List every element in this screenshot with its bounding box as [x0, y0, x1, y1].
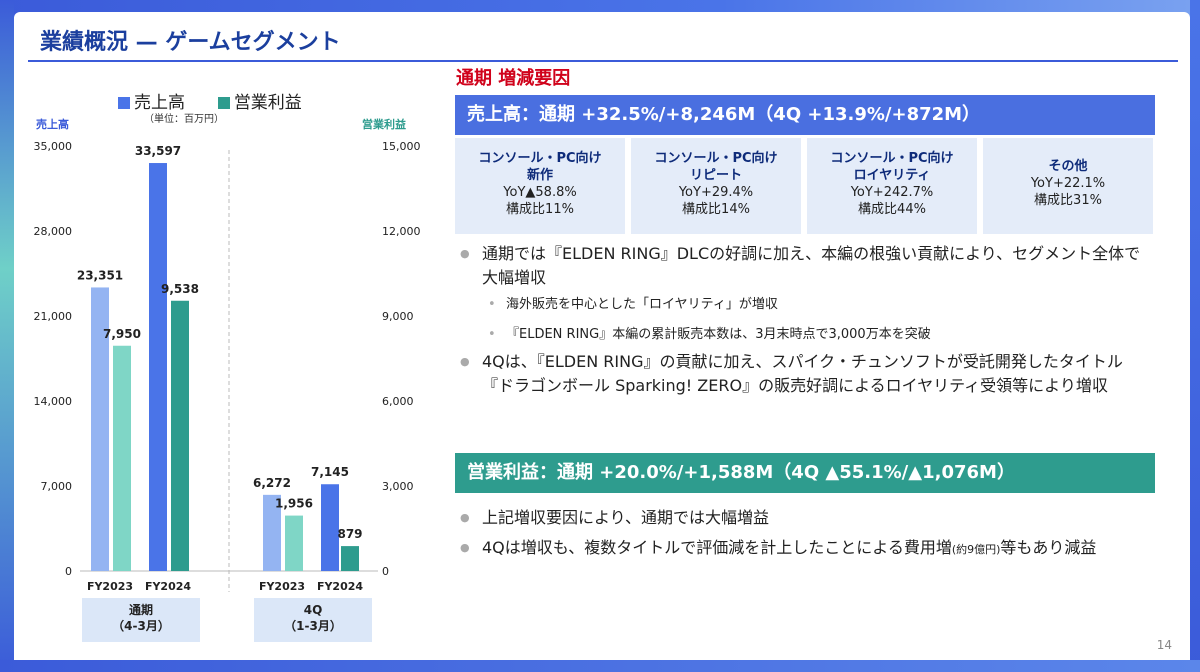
op-banner: 営業利益：通期 +20.0%/+1,588M（4Q ▲55.1%/▲1,076M…: [455, 453, 1155, 493]
title-rule: [28, 60, 1178, 62]
chart-legend: 売上高 営業利益: [118, 88, 302, 113]
card-royalty: コンソール・PC向け ロイヤリティ YoY+242.7% 構成比44%: [807, 138, 977, 234]
right-tick-label: 0: [382, 565, 389, 578]
op-bar: [171, 300, 189, 571]
sales-bar: [263, 494, 281, 571]
sales-bar: [91, 287, 109, 571]
sales-bullets: 通期では『ELDEN RING』DLCの好調に加え、本編の根強い貢献により、セグ…: [460, 242, 1150, 398]
right-tick-label: 12,000: [382, 225, 421, 238]
frame-right: [1190, 0, 1200, 672]
left-tick-label: 0: [65, 565, 72, 578]
op-data-label: 9,538: [161, 282, 199, 296]
frame-bottom: [0, 660, 1200, 672]
op-data-label: 879: [337, 527, 362, 541]
sales-data-label: 23,351: [77, 268, 123, 282]
factor-cards: コンソール・PC向け 新作 YoY▲58.8% 構成比11% コンソール・PC向け…: [455, 138, 1155, 234]
sales-bullet-1: 通期では『ELDEN RING』DLCの好調に加え、本編の根強い貢献により、セグ…: [460, 242, 1150, 290]
sales-sub-bullet-1: 海外販売を中心とした「ロイヤリティ」が増収: [460, 290, 1150, 320]
period-box-annual: 通期 （4-3月）: [82, 598, 200, 642]
op-data-label: 7,950: [103, 327, 141, 341]
bar-chart: 0 7,000 14,000 21,000 28,000 35,000 0 3,000 6,00…: [34, 140, 421, 593]
legend-sales: 売上高: [118, 93, 185, 113]
category-label: FY2024: [317, 580, 363, 593]
sales-banner: 売上高：通期 +32.5%/+8,246M（4Q +13.9%/+872M）: [455, 95, 1155, 135]
sales-bar: [321, 484, 339, 571]
left-axis-title: 売上高: [36, 118, 69, 131]
op-bar: [285, 515, 303, 571]
card-repeat: コンソール・PC向け リピート YoY+29.4% 構成比14%: [631, 138, 801, 234]
op-bar: [113, 345, 131, 571]
right-tick-label: 6,000: [382, 395, 414, 408]
right-axis-title: 営業利益: [362, 118, 406, 131]
page-number: 14: [1156, 638, 1172, 652]
left-tick-label: 28,000: [34, 225, 73, 238]
sales-sub-bullet-2: 『ELDEN RING』本編の累計販売本数は、3月末時点で3,000万本を突破: [460, 320, 1150, 350]
section-heading: 通期 増減要因: [456, 68, 571, 89]
sales-bullet-2: 4Qは、『ELDEN RING』の貢献に加え、スパイク・チュンソフトが受託開発し…: [460, 350, 1150, 398]
period-box-4q: 4Q （1-3月）: [254, 598, 372, 642]
unit-label: （単位：百万円）: [144, 114, 224, 125]
op-data-label: 1,956: [275, 497, 313, 511]
left-tick-label: 7,000: [41, 480, 73, 493]
card-other: その他 YoY+22.1% 構成比31%: [983, 138, 1153, 234]
op-bullet-1: 上記増収要因により、通期では大幅増益: [460, 506, 1150, 530]
category-label: FY2023: [259, 580, 305, 593]
right-tick-label: 15,000: [382, 140, 421, 153]
frame-left: [0, 0, 14, 672]
op-bullets: 上記増収要因により、通期では大幅増益 4Qは増収も、複数タイトルで評価減を計上し…: [460, 506, 1150, 562]
op-bar: [341, 546, 359, 571]
slide-title: 業績概況 — ゲームセグメント: [40, 30, 341, 55]
card-new-titles: コンソール・PC向け 新作 YoY▲58.8% 構成比11%: [455, 138, 625, 234]
left-tick-label: 14,000: [34, 395, 73, 408]
left-tick-label: 35,000: [34, 140, 73, 153]
sales-data-label: 6,272: [253, 476, 291, 490]
sales-data-label: 33,597: [135, 144, 181, 158]
sales-bar: [149, 163, 167, 571]
sales-data-label: 7,145: [311, 465, 349, 479]
left-tick-label: 21,000: [34, 310, 73, 323]
op-bullet-2: 4Qは増収も、複数タイトルで評価減を計上したことによる費用増(約9億円)等もあり…: [460, 536, 1150, 562]
right-tick-label: 9,000: [382, 310, 414, 323]
legend-op: 営業利益: [217, 93, 302, 113]
category-label: FY2023: [87, 580, 133, 593]
right-tick-label: 3,000: [382, 480, 414, 493]
category-label: FY2024: [145, 580, 191, 593]
